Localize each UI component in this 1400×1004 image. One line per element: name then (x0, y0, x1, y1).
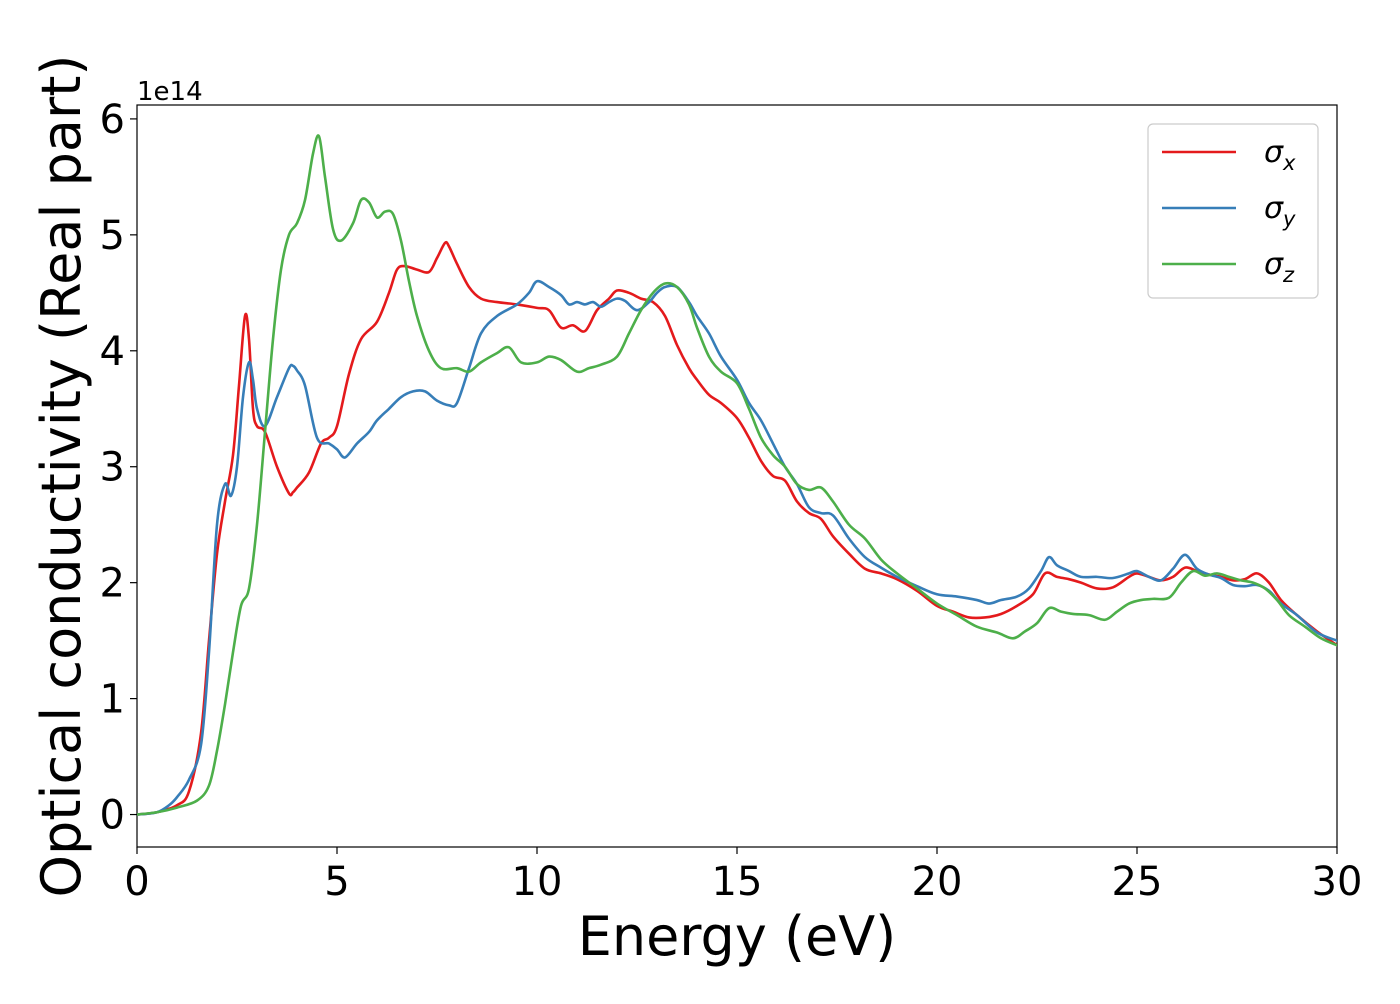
legend-subscript: y (1282, 207, 1296, 231)
y-tick-label: 5 (100, 213, 125, 259)
x-tick-label: 5 (324, 859, 349, 905)
y-tick-label: 3 (100, 445, 125, 491)
y-axis: 0 1 2 3 4 5 6 (100, 97, 137, 839)
x-tick-label: 0 (124, 859, 149, 905)
legend-box (1147, 123, 1319, 299)
legend-subscript: x (1282, 151, 1296, 175)
x-axis: 0 5 10 15 20 25 30 (124, 847, 1362, 905)
y-tick-label: 6 (100, 97, 125, 143)
y-axis-title: Optical conductivity (Real part) (30, 55, 93, 898)
x-tick-label: 15 (712, 859, 763, 905)
series-line-sigma-y (137, 279, 1337, 816)
legend-subscript: z (1282, 263, 1295, 287)
series-line-sigma-z (137, 134, 1337, 816)
x-tick-label: 20 (912, 859, 963, 905)
y-tick-label: 2 (100, 561, 125, 607)
legend-label-sigma-z: σz (1264, 247, 1295, 287)
x-tick-label: 25 (1112, 859, 1163, 905)
x-tick-label: 30 (1312, 859, 1363, 905)
series-line-sigma-x (137, 240, 1337, 816)
x-tick-label: 10 (512, 859, 563, 905)
y-tick-label: 1 (100, 677, 125, 723)
y-offset-label: 1e14 (137, 77, 203, 107)
y-tick-label: 4 (100, 329, 125, 375)
y-tick-label: 0 (100, 793, 125, 839)
series-layer (137, 134, 1337, 816)
x-axis-title: Energy (eV) (578, 905, 897, 968)
